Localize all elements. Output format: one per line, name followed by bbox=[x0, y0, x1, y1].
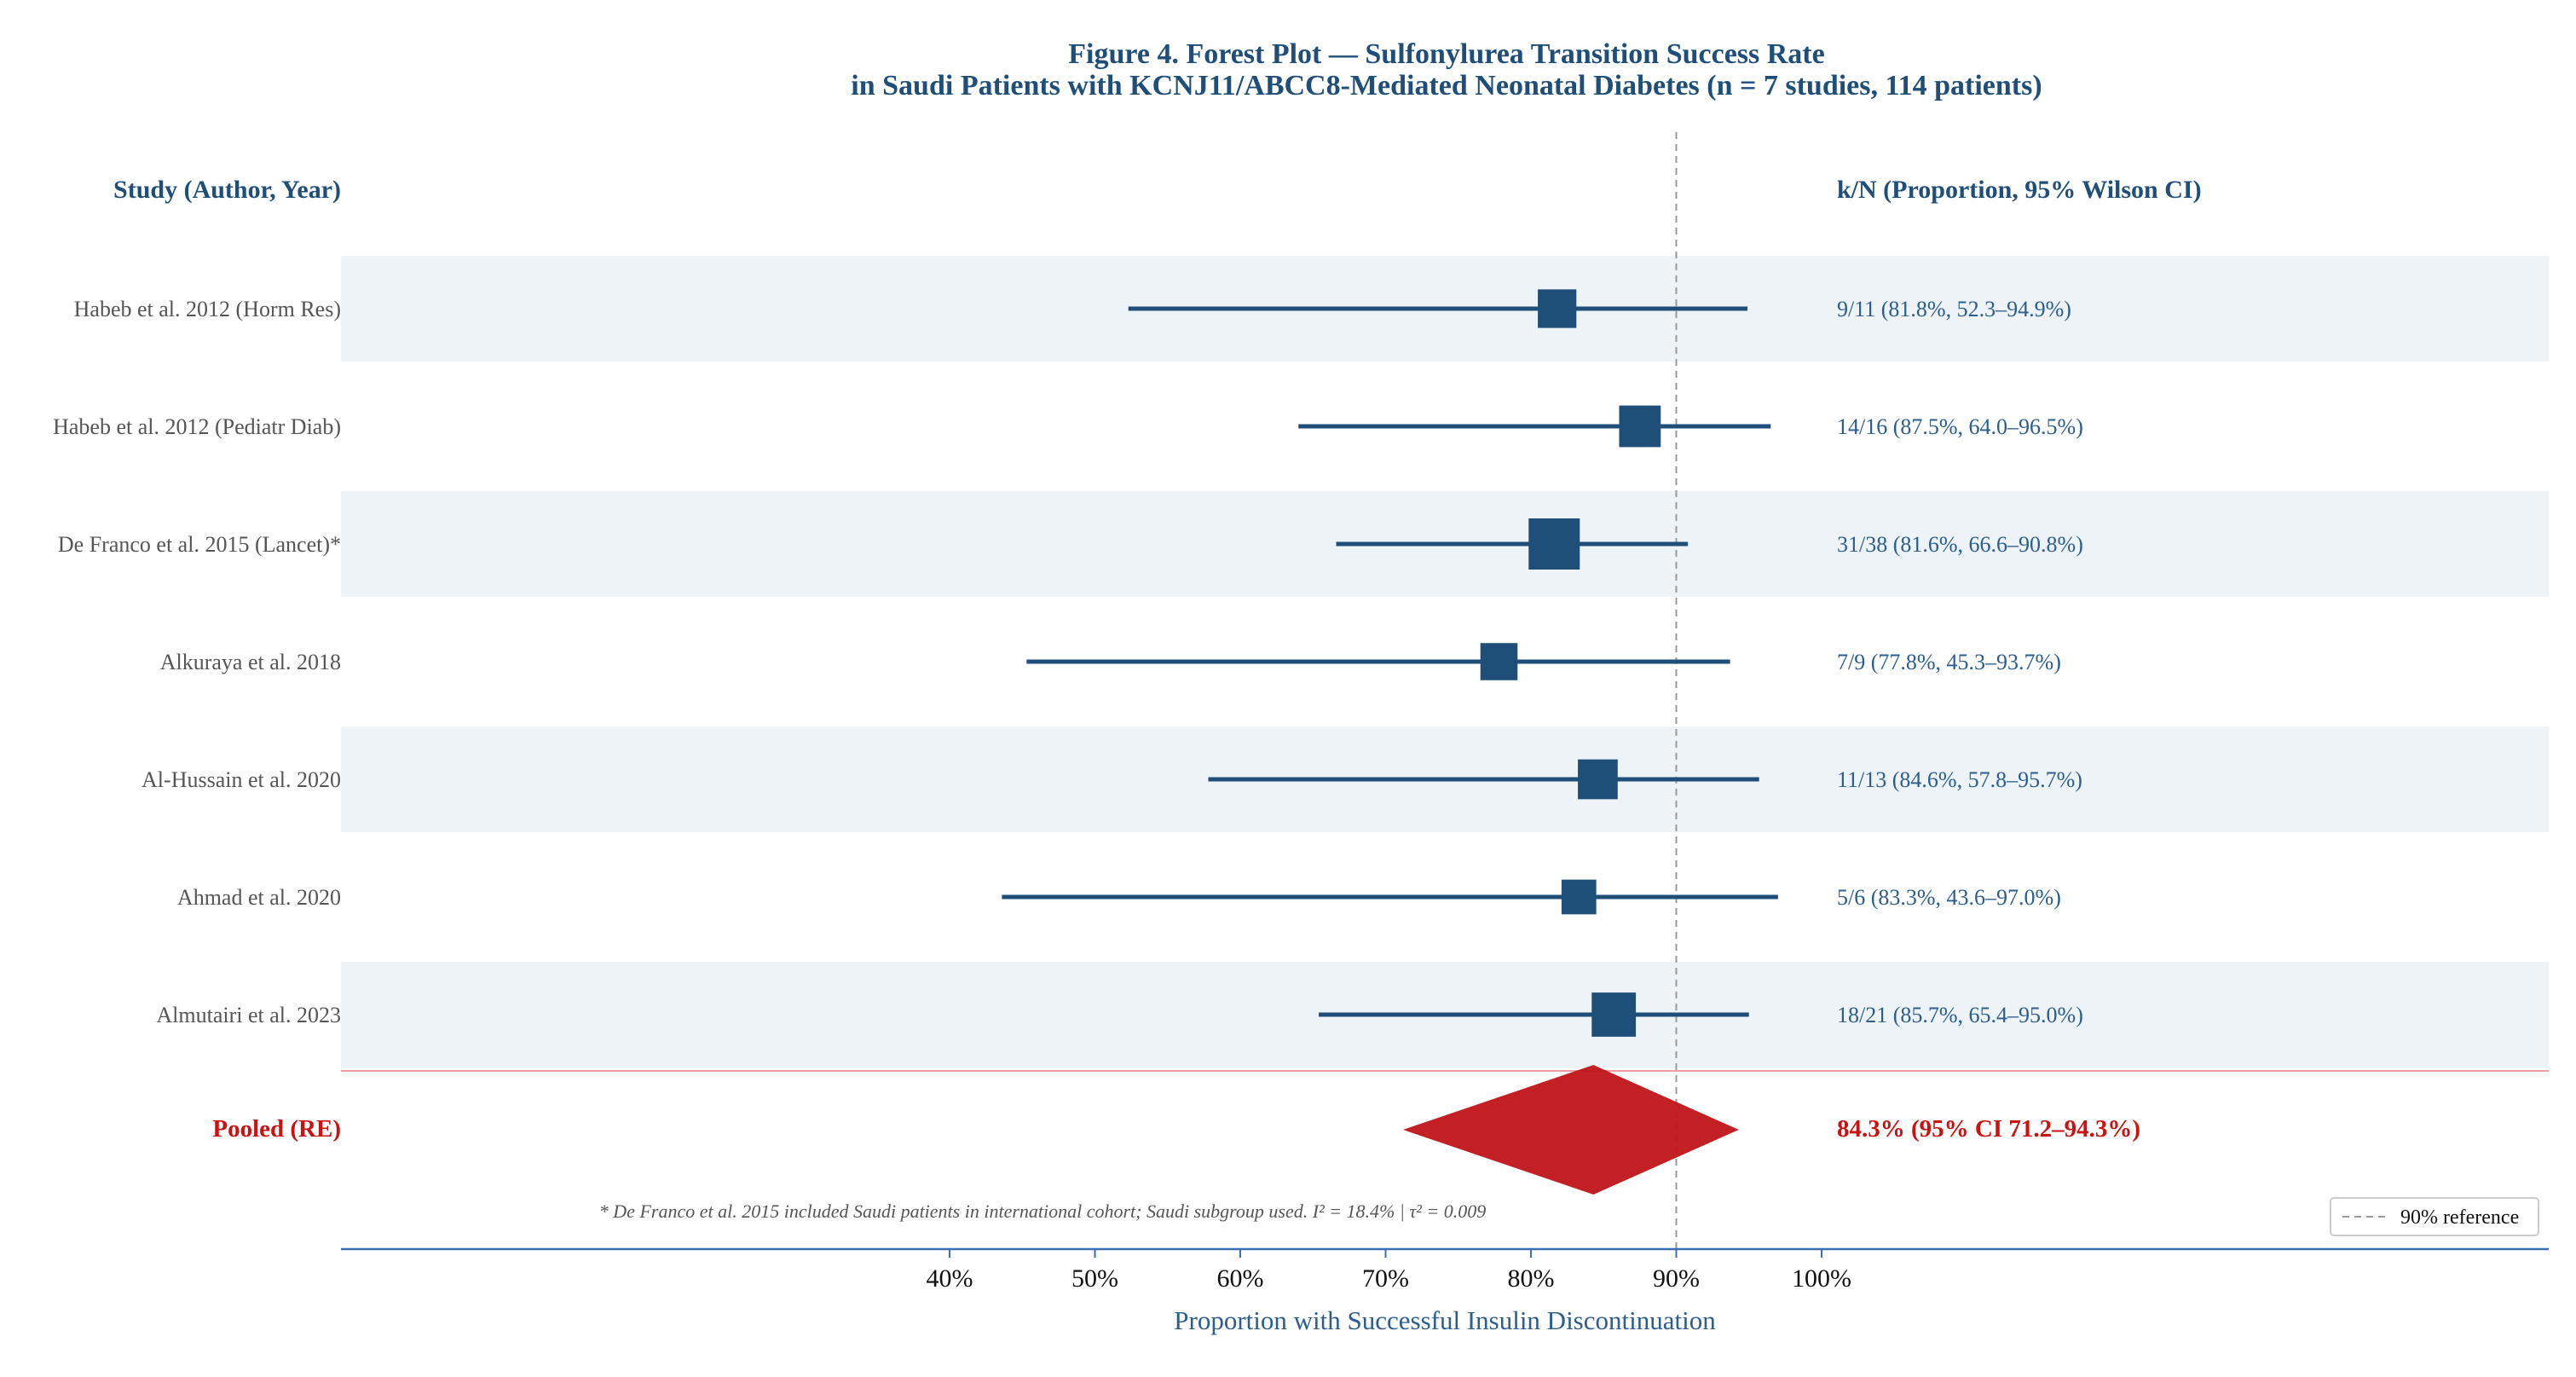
study-label: De Franco et al. 2015 (Lancet)* bbox=[58, 532, 341, 557]
point-estimate bbox=[1619, 405, 1661, 448]
x-tick-label: 80% bbox=[1508, 1264, 1555, 1293]
chart-title-line2: in Saudi Patients with KCNJ11/ABCC8-Medi… bbox=[851, 70, 2042, 101]
point-estimate bbox=[1528, 518, 1580, 570]
study-annotation: 7/9 (77.8%, 45.3–93.7%) bbox=[1837, 650, 2061, 674]
footnote: * De Franco et al. 2015 included Saudi p… bbox=[599, 1201, 1486, 1222]
pooled-annotation: 84.3% (95% CI 71.2–94.3%) bbox=[1837, 1115, 2140, 1143]
study-marks bbox=[1002, 289, 1778, 1037]
x-tick-label: 40% bbox=[927, 1264, 973, 1293]
study-label: Habeb et al. 2012 (Pediatr Diab) bbox=[53, 414, 341, 439]
legend-label: 90% reference bbox=[2400, 1206, 2519, 1229]
study-label: Al-Hussain et al. 2020 bbox=[142, 767, 341, 792]
x-tick-label: 50% bbox=[1071, 1264, 1118, 1293]
study-annotation: 11/13 (84.6%, 57.8–95.7%) bbox=[1837, 767, 2082, 792]
right-column-header: k/N (Proportion, 95% Wilson CI) bbox=[1837, 176, 2202, 204]
study-annotation: 14/16 (87.5%, 64.0–96.5%) bbox=[1837, 414, 2083, 439]
study-label: Alkuraya et al. 2018 bbox=[160, 650, 341, 674]
pooled-label: Pooled (RE) bbox=[212, 1115, 341, 1143]
x-axis-ticks: 40% 50% 60% 70% 80% 90% 100% bbox=[927, 1249, 1851, 1293]
study-label: Habeb et al. 2012 (Horm Res) bbox=[74, 297, 341, 321]
study-annotation: 5/6 (83.3%, 43.6–97.0%) bbox=[1837, 885, 2061, 910]
pooled-diamond bbox=[1402, 1065, 1739, 1195]
study-annotation: 9/11 (81.8%, 52.3–94.9%) bbox=[1837, 297, 2071, 321]
point-estimate bbox=[1538, 289, 1577, 328]
study-annotation: 31/38 (81.6%, 66.6–90.8%) bbox=[1837, 532, 2083, 557]
x-tick-label: 60% bbox=[1217, 1264, 1264, 1293]
legend-box bbox=[2330, 1197, 2539, 1236]
legend: 90% reference bbox=[2330, 1197, 2539, 1236]
point-estimate bbox=[1480, 643, 1518, 680]
point-estimate bbox=[1578, 759, 1618, 800]
left-column-header: Study (Author, Year) bbox=[113, 176, 341, 204]
study-annotation: 18/21 (85.7%, 65.4–95.0%) bbox=[1837, 1003, 2083, 1027]
x-tick-label: 100% bbox=[1792, 1264, 1851, 1293]
study-label: Ahmad et al. 2020 bbox=[177, 885, 341, 910]
point-estimate bbox=[1591, 992, 1637, 1037]
chart-title-line1: Figure 4. Forest Plot — Sulfonylurea Tra… bbox=[1068, 38, 1824, 70]
study-label: Almutairi et al. 2023 bbox=[156, 1003, 341, 1027]
x-tick-label: 70% bbox=[1362, 1264, 1409, 1293]
x-tick-label: 90% bbox=[1653, 1264, 1700, 1293]
x-axis-label: Proportion with Successful Insulin Disco… bbox=[1174, 1305, 1716, 1335]
point-estimate bbox=[1561, 879, 1597, 915]
